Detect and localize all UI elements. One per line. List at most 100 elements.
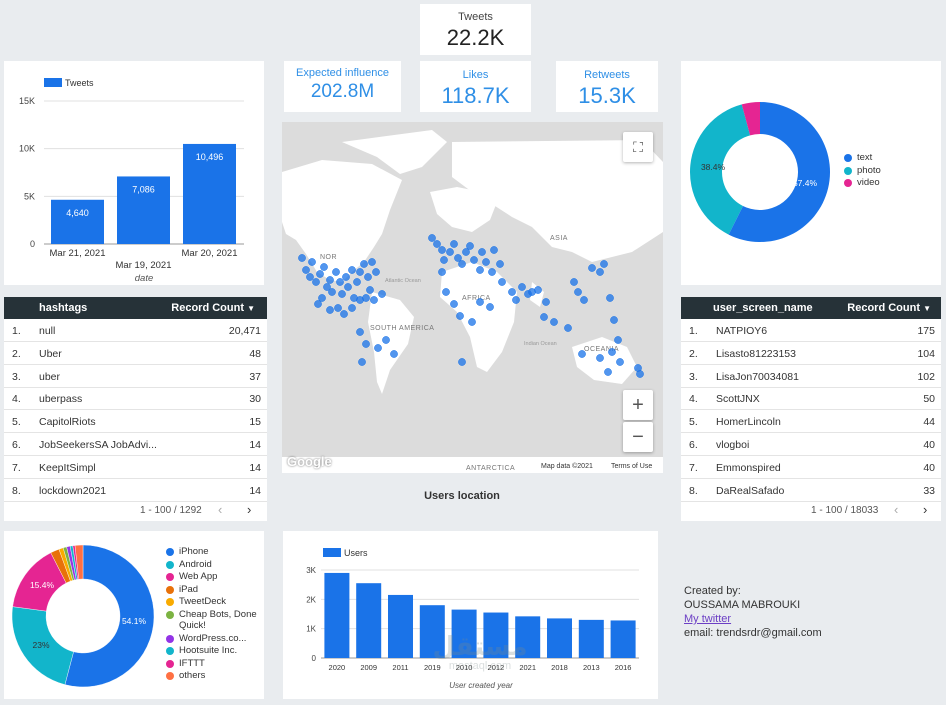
bar[interactable] <box>117 176 170 244</box>
user-location-marker[interactable] <box>332 268 340 276</box>
bar[interactable] <box>183 143 236 244</box>
user-location-marker[interactable] <box>338 290 346 298</box>
user-location-marker[interactable] <box>488 268 496 276</box>
user-location-marker[interactable] <box>362 294 370 302</box>
user-location-marker[interactable] <box>450 300 458 308</box>
zoom-in-button[interactable]: + <box>623 390 653 420</box>
table-row[interactable]: 3. uber 37 <box>4 365 267 388</box>
zoom-out-button[interactable]: − <box>623 422 653 452</box>
user-location-marker[interactable] <box>498 278 506 286</box>
user-location-marker[interactable] <box>438 268 446 276</box>
user-location-marker[interactable] <box>450 240 458 248</box>
user-location-marker[interactable] <box>362 340 370 348</box>
user-location-marker[interactable] <box>508 288 516 296</box>
user-location-marker[interactable] <box>580 296 588 304</box>
table-row[interactable]: 7. Emmonspired 40 <box>681 456 941 479</box>
table-row[interactable]: 1. NATPIOY6 175 <box>681 319 941 342</box>
user-location-marker[interactable] <box>540 313 548 321</box>
user-location-marker[interactable] <box>600 260 608 268</box>
user-location-marker[interactable] <box>326 276 334 284</box>
user-location-marker[interactable] <box>614 336 622 344</box>
user-location-marker[interactable] <box>476 298 484 306</box>
user-location-marker[interactable] <box>372 268 380 276</box>
bar[interactable] <box>483 612 509 658</box>
user-location-marker[interactable] <box>564 324 572 332</box>
user-location-marker[interactable] <box>308 258 316 266</box>
user-location-marker[interactable] <box>364 273 372 281</box>
user-location-marker[interactable] <box>348 266 356 274</box>
user-location-marker[interactable] <box>550 318 558 326</box>
user-location-marker[interactable] <box>490 246 498 254</box>
user-location-marker[interactable] <box>344 283 352 291</box>
user-location-marker[interactable] <box>382 336 390 344</box>
user-location-marker[interactable] <box>318 294 326 302</box>
user-location-marker[interactable] <box>356 328 364 336</box>
user-location-marker[interactable] <box>342 273 350 281</box>
user-location-marker[interactable] <box>518 283 526 291</box>
table-row[interactable]: 8. DaRealSafado 33 <box>681 479 941 502</box>
user-location-marker[interactable] <box>462 248 470 256</box>
donut-slice[interactable] <box>64 544 155 688</box>
user-location-marker[interactable] <box>302 266 310 274</box>
table-row[interactable]: 2. Uber 48 <box>4 342 267 365</box>
user-location-marker[interactable] <box>446 248 454 256</box>
next-page-button[interactable]: › <box>247 502 251 517</box>
user-location-marker[interactable] <box>482 258 490 266</box>
user-location-marker[interactable] <box>312 278 320 286</box>
users-col-header[interactable]: user_screen_name <box>713 302 813 314</box>
user-location-marker[interactable] <box>478 248 486 256</box>
table-row[interactable]: 6. JobSeekersSA JobAdvi... 14 <box>4 433 267 456</box>
user-location-marker[interactable] <box>368 258 376 266</box>
user-location-marker[interactable] <box>470 256 478 264</box>
bar[interactable] <box>451 609 477 658</box>
user-location-marker[interactable] <box>454 254 462 262</box>
user-location-marker[interactable] <box>588 264 596 272</box>
user-location-marker[interactable] <box>340 310 348 318</box>
user-location-marker[interactable] <box>378 290 386 298</box>
bar[interactable] <box>610 620 636 658</box>
table-row[interactable]: 3. LisaJon70034081 102 <box>681 365 941 388</box>
user-location-marker[interactable] <box>336 278 344 286</box>
bar[interactable] <box>324 572 350 658</box>
users-count-col-header[interactable]: Record Count ▼ <box>847 302 931 314</box>
donut-slice[interactable] <box>741 102 760 136</box>
table-row[interactable]: 7. KeepItSimpl 14 <box>4 456 267 479</box>
user-location-marker[interactable] <box>440 256 448 264</box>
bar[interactable] <box>388 594 413 658</box>
table-row[interactable]: 6. vlogboi 40 <box>681 433 941 456</box>
table-row[interactable]: 5. HomerLincoln 44 <box>681 410 941 434</box>
user-location-marker[interactable] <box>610 316 618 324</box>
user-location-marker[interactable] <box>574 288 582 296</box>
user-location-marker[interactable] <box>466 242 474 250</box>
table-row[interactable]: 4. ScottJNX 50 <box>681 387 941 411</box>
user-location-marker[interactable] <box>616 358 624 366</box>
user-location-marker[interactable] <box>366 286 374 294</box>
prev-page-button[interactable]: ‹ <box>218 502 222 517</box>
user-location-marker[interactable] <box>323 283 331 291</box>
terms-link[interactable]: Terms of Use <box>611 463 653 470</box>
user-location-marker[interactable] <box>578 350 586 358</box>
user-location-marker[interactable] <box>360 260 368 268</box>
user-location-marker[interactable] <box>468 318 476 326</box>
bar[interactable] <box>547 618 572 658</box>
table-row[interactable]: 2. Lisasto81223153 104 <box>681 342 941 365</box>
user-location-marker[interactable] <box>320 263 328 271</box>
user-location-marker[interactable] <box>596 268 604 276</box>
user-location-marker[interactable] <box>458 260 466 268</box>
user-location-marker[interactable] <box>458 358 466 366</box>
user-location-marker[interactable] <box>608 348 616 356</box>
user-location-marker[interactable] <box>326 306 334 314</box>
user-location-marker[interactable] <box>496 260 504 268</box>
user-location-marker[interactable] <box>476 266 484 274</box>
user-location-marker[interactable] <box>358 358 366 366</box>
twitter-link[interactable]: My twitter <box>684 613 732 625</box>
user-location-marker[interactable] <box>442 288 450 296</box>
user-location-marker[interactable] <box>606 294 614 302</box>
bar[interactable] <box>51 199 104 244</box>
user-location-marker[interactable] <box>542 298 550 306</box>
user-location-marker[interactable] <box>316 270 324 278</box>
user-location-marker[interactable] <box>390 350 398 358</box>
user-location-marker[interactable] <box>306 273 314 281</box>
fullscreen-button[interactable]: ⛶ <box>623 132 653 162</box>
user-location-marker[interactable] <box>353 278 361 286</box>
